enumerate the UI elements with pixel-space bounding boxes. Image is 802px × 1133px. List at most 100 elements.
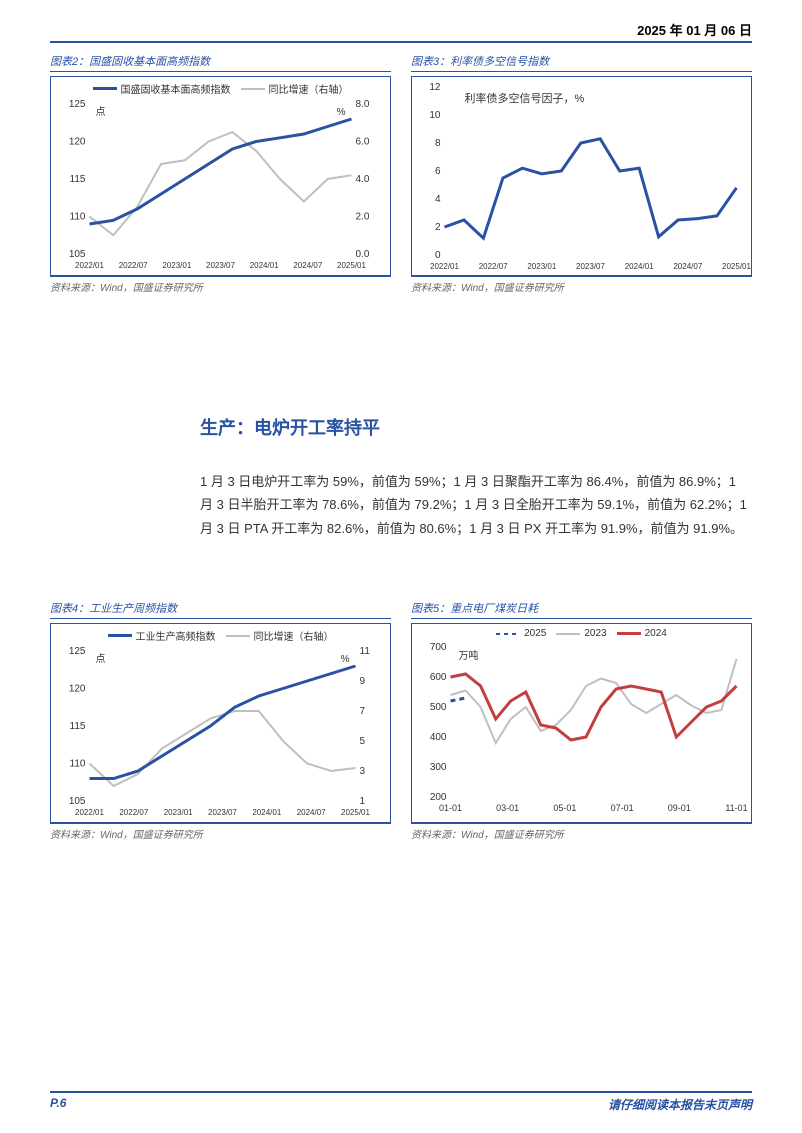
svg-text:120: 120 (69, 684, 86, 695)
svg-text:%: % (341, 654, 350, 665)
legend-item-s2: 同比增速（右轴） (226, 628, 334, 643)
svg-text:110: 110 (70, 212, 86, 223)
svg-text:8: 8 (435, 138, 441, 149)
chart-2-source: 资料来源：Wind，国盛证券研究所 (50, 276, 391, 294)
svg-text:105: 105 (69, 249, 86, 260)
legend-item-s2: 同比增速（右轴） (241, 81, 349, 96)
charts-row-2: 图表4：工业生产周频指数 工业生产高频指数 同比增速（右轴） 105110115… (50, 600, 752, 841)
legend-swatch (226, 635, 250, 637)
svg-text:2023/01: 2023/01 (527, 262, 556, 271)
chart-3-source: 资料来源：Wind，国盛证券研究所 (411, 276, 752, 294)
svg-text:2023/07: 2023/07 (576, 262, 605, 271)
svg-text:6: 6 (435, 166, 441, 177)
svg-text:07-01: 07-01 (611, 803, 634, 813)
svg-text:2024/01: 2024/01 (625, 262, 654, 271)
svg-text:0: 0 (435, 250, 441, 261)
svg-text:点: 点 (96, 653, 106, 665)
svg-text:12: 12 (429, 82, 441, 93)
page-number: P.6 (50, 1096, 66, 1113)
legend-item-s1: 工业生产高频指数 (108, 628, 216, 643)
svg-text:万吨: 万吨 (459, 649, 479, 662)
chart-2-legend: 国盛固收基本面高频指数 同比增速（右轴） (51, 77, 390, 96)
svg-text:125: 125 (69, 99, 86, 110)
svg-text:11: 11 (360, 646, 371, 657)
charts-row-1: 图表2：国盛固收基本面高频指数 国盛固收基本面高频指数 同比增速（右轴） 105… (50, 53, 752, 294)
chart-3-svg: 024681012利率债多空信号因子，%2022/012022/072023/0… (412, 77, 751, 275)
legend-swatch (617, 632, 641, 635)
legend-swatch (556, 633, 580, 635)
legend-label: 同比增速（右轴） (254, 628, 334, 643)
svg-text:700: 700 (430, 642, 447, 653)
svg-text:2022/07: 2022/07 (479, 262, 508, 271)
svg-text:2.0: 2.0 (356, 212, 370, 223)
svg-text:400: 400 (430, 732, 447, 743)
svg-text:200: 200 (430, 792, 447, 803)
page-date: 2025 年 01 月 06 日 (50, 20, 752, 39)
svg-text:11-01: 11-01 (725, 803, 747, 813)
legend-label: 2024 (645, 628, 667, 639)
svg-text:9: 9 (360, 676, 366, 687)
chart-5-block: 图表5：重点电厂煤炭日耗 2025 2023 2024 200300400500… (411, 600, 752, 841)
svg-text:利率债多空信号因子，%: 利率债多空信号因子，% (465, 91, 585, 105)
svg-text:2023/07: 2023/07 (208, 808, 237, 817)
svg-text:%: % (337, 107, 346, 118)
legend-item-s1: 国盛固收基本面高频指数 (93, 81, 231, 96)
header-divider (50, 41, 752, 43)
chart-2-title: 图表2：国盛固收基本面高频指数 (50, 53, 391, 72)
footer-disclaimer: 请仔细阅读本报告末页声明 (608, 1096, 752, 1113)
chart-4-source: 资料来源：Wind，国盛证券研究所 (50, 823, 391, 841)
legend-swatch (108, 634, 132, 637)
legend-swatch (93, 87, 117, 90)
chart-4-title: 图表4：工业生产周频指数 (50, 600, 391, 619)
svg-text:2025/01: 2025/01 (337, 261, 366, 270)
chart-3-title: 图表3：利率债多空信号指数 (411, 53, 752, 72)
svg-text:600: 600 (430, 672, 447, 683)
chart-4-legend: 工业生产高频指数 同比增速（右轴） (51, 624, 390, 643)
chart-5-svg: 200300400500600700万吨01-0103-0105-0107-01… (412, 639, 751, 817)
svg-text:5: 5 (360, 736, 366, 747)
legend-label: 2025 (524, 628, 546, 639)
legend-label: 工业生产高频指数 (136, 628, 216, 643)
svg-text:09-01: 09-01 (668, 803, 691, 813)
legend-swatch (496, 633, 520, 635)
page-footer: P.6 请仔细阅读本报告末页声明 (50, 1091, 752, 1113)
svg-text:2025/01: 2025/01 (341, 808, 370, 817)
svg-text:点: 点 (96, 106, 106, 118)
svg-text:4.0: 4.0 (356, 174, 370, 185)
svg-text:10: 10 (429, 110, 441, 121)
chart-2-block: 图表2：国盛固收基本面高频指数 国盛固收基本面高频指数 同比增速（右轴） 105… (50, 53, 391, 294)
svg-text:03-01: 03-01 (496, 803, 519, 813)
legend-label: 2023 (584, 628, 606, 639)
legend-item-s2: 2023 (556, 628, 606, 639)
svg-text:2022/01: 2022/01 (75, 808, 104, 817)
svg-text:8.0: 8.0 (356, 99, 370, 110)
svg-text:115: 115 (70, 721, 86, 732)
svg-text:7: 7 (360, 706, 366, 717)
svg-text:2024/01: 2024/01 (250, 261, 279, 270)
chart-2-svg: 1051101151201250.02.04.06.08.0点%2022/012… (51, 96, 390, 274)
svg-text:500: 500 (430, 702, 447, 713)
chart-4-svg: 1051101151201251357911点%2022/012022/0720… (51, 643, 390, 821)
svg-text:1: 1 (360, 796, 366, 807)
svg-text:2023/01: 2023/01 (162, 261, 191, 270)
svg-text:4: 4 (435, 194, 441, 205)
svg-text:2024/07: 2024/07 (673, 262, 702, 271)
svg-text:2022/07: 2022/07 (119, 261, 148, 270)
chart-5-canvas: 2025 2023 2024 200300400500600700万吨01-01… (411, 623, 752, 823)
svg-text:2024/07: 2024/07 (293, 261, 322, 270)
svg-text:2: 2 (435, 222, 441, 233)
svg-text:05-01: 05-01 (553, 803, 576, 813)
svg-text:115: 115 (70, 174, 86, 185)
legend-label: 同比增速（右轴） (269, 81, 349, 96)
svg-text:2022/01: 2022/01 (75, 261, 104, 270)
svg-text:0.0: 0.0 (356, 249, 370, 260)
footer-divider (50, 1091, 752, 1093)
svg-text:125: 125 (69, 646, 86, 657)
svg-text:300: 300 (430, 762, 447, 773)
svg-text:2024/01: 2024/01 (252, 808, 281, 817)
svg-text:120: 120 (69, 137, 86, 148)
chart-4-block: 图表4：工业生产周频指数 工业生产高频指数 同比增速（右轴） 105110115… (50, 600, 391, 841)
chart-5-source: 资料来源：Wind，国盛证券研究所 (411, 823, 752, 841)
legend-label: 国盛固收基本面高频指数 (121, 81, 231, 96)
svg-text:2022/07: 2022/07 (119, 808, 148, 817)
